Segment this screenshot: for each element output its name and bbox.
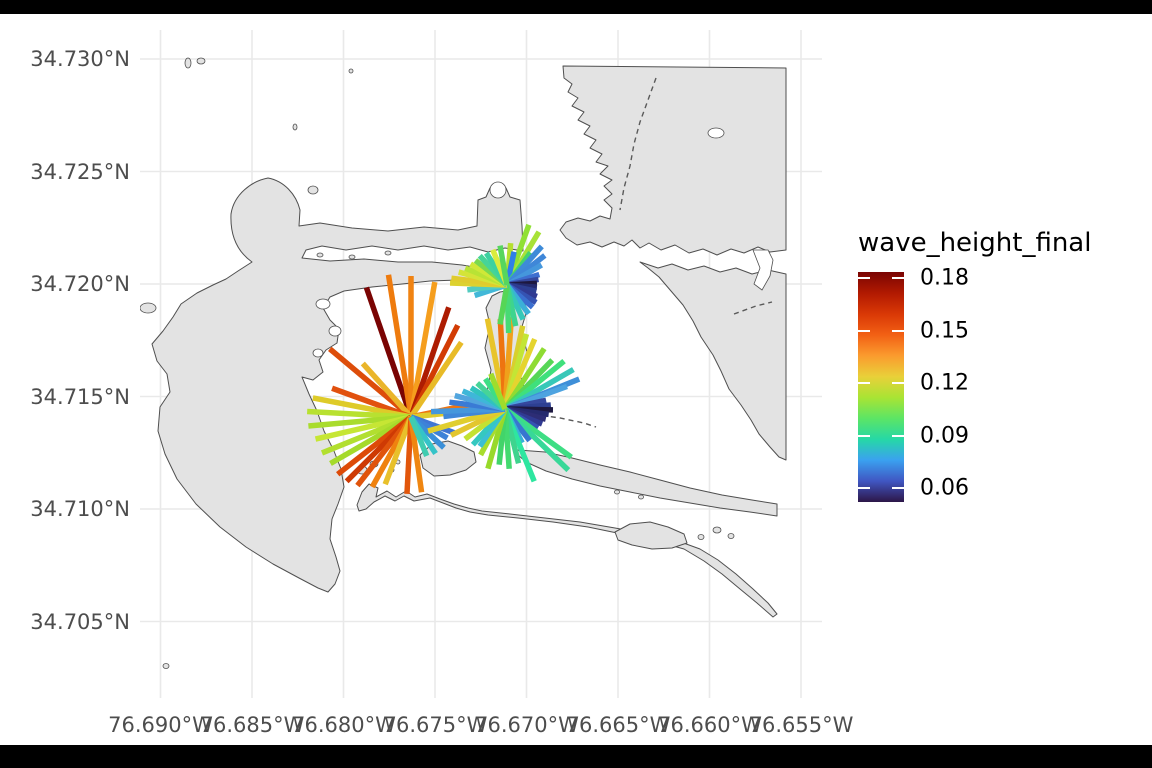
colorbar-tick-label: 0.18 [920,265,969,291]
wave-vector-segment [360,361,414,419]
islet [712,526,722,534]
colorbar-tick-right [892,487,904,489]
colorbar-tick-label: 0.12 [920,370,969,396]
y-axis-label: 34.715°N [30,384,130,409]
colorbar-tick-right [892,434,904,437]
land-morehead-city-and-crab-point [151,177,524,593]
land-east-mainland [639,261,787,461]
islet [184,57,192,69]
y-axis-label: 34.730°N [30,47,130,71]
wave-vector-segment [385,274,414,418]
y-axis-label: 34.720°N [30,272,130,296]
islet [196,57,206,65]
islet [316,252,324,258]
wave-vector-segment [408,415,430,457]
wave-vector-segment [408,281,438,418]
colorbar-tick-label: 0.09 [920,423,969,448]
colorbar-tick-right [892,277,904,279]
y-axis-label: 34.725°N [30,159,130,184]
legend: wave_height_final 0.18 0.15 0.12 0.09 0.06 [858,228,1148,502]
x-axis-label: 76.670°W [474,713,579,737]
land-beaufort-bank [517,449,778,517]
land-atlantic-beach-bogue-banks [356,483,778,618]
wave-vector-segment [408,416,425,493]
colorbar-tick-label: 0.15 [920,318,969,343]
islet [162,663,170,669]
islet [384,250,392,256]
islet [292,123,298,131]
lake [489,181,507,199]
land-carrot-island [614,521,688,550]
islet [348,68,354,74]
land-ne-mainland [559,65,787,256]
islet [614,489,620,495]
lake [328,325,342,337]
legend-colorbar: 0.18 0.15 0.12 0.09 0.06 [858,266,969,502]
x-axis-label: 76.685°W [199,713,305,737]
water-notch-ne [752,249,774,291]
y-axis-label: 34.705°N [30,609,130,634]
colorbar-tick-left [858,277,870,279]
wave-vector-segment [488,372,508,411]
y-axis-label: 34.710°N [30,497,130,521]
wave-vector-segment [497,284,510,325]
wave-vector-segment [363,286,414,418]
wave-vector-segment [382,416,414,486]
x-axis-label: 76.665°W [565,713,671,737]
x-axis-label: 76.690°W [108,713,213,737]
lake [312,348,324,358]
lake [315,298,331,310]
colorbar-tick-label: 0.06 [920,475,969,501]
islet [140,302,157,314]
islet [638,494,644,500]
cluster-south-east [427,317,581,483]
lake [707,127,725,139]
x-axis-label: 76.660°W [657,713,762,737]
colorbar-tick-right [892,329,904,332]
cluster-west [306,274,499,495]
letterbox-top [0,0,1152,14]
panel-area [140,30,822,698]
letterbox-bottom [0,745,1152,768]
colorbar-tick-left [858,434,870,437]
legend-title: wave_height_final [858,228,1092,258]
islet [697,534,705,540]
x-axis-label: 76.680°W [291,713,396,737]
islet [727,533,735,539]
islet [307,185,319,195]
wave-vector-segment [497,245,510,286]
colorbar-tick-right [892,382,904,384]
x-axis-label: 76.675°W [382,713,488,737]
colorbar-tick-left [858,382,870,384]
cluster-north [449,223,547,334]
colorbar-tick-left [858,329,870,332]
wave-vector-segment [408,340,464,419]
x-axis-label: 76.655°W [748,713,854,737]
islet [348,254,356,260]
colorbar-tick-left [858,487,870,489]
